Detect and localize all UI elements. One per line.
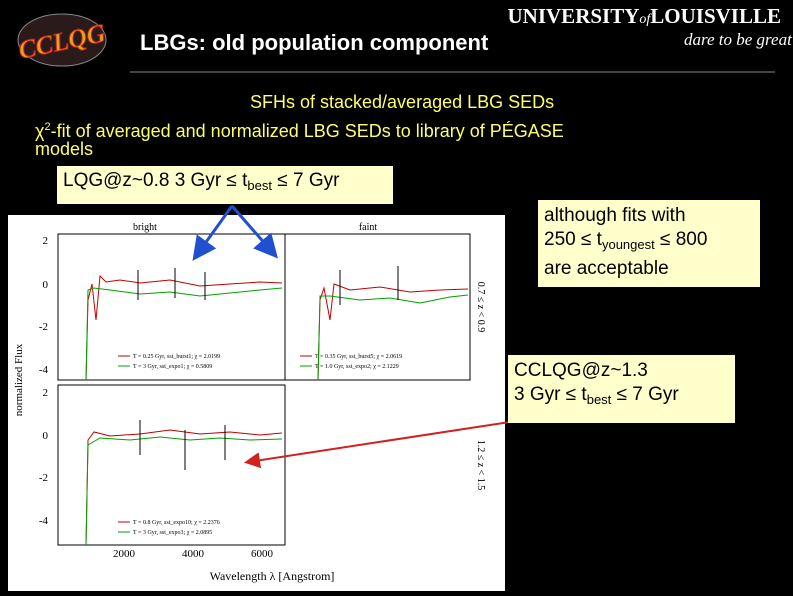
callout: CCLQG@z~1.3 3 Gyr ≤ tbest ≤ 7 Gyr	[508, 355, 735, 423]
y-label: normalized Flux	[13, 343, 25, 416]
intro: χ2-fit of averaged and normalized LBG SE…	[35, 121, 564, 159]
panel-side: 0.7 ≤ z < 0.9	[475, 282, 486, 333]
y-tick: 2	[43, 235, 49, 247]
legend-entry: T = 3 Gyr, sst_expo1; χ = 0.5809	[133, 364, 212, 370]
x-ticks: 2000 4000 6000	[113, 548, 274, 560]
legend-entry: T = 3 Gyr, sst_expo3; χ = 2.0895	[133, 530, 212, 536]
x-label: Wavelength λ [Angstrom]	[210, 569, 335, 583]
tagline: dare to be great	[684, 30, 792, 49]
callout: although fits with 250 ≤ tyoungest ≤ 800…	[538, 200, 760, 287]
error-bars	[137, 266, 399, 470]
y-tick: 2	[43, 387, 49, 399]
panel-frames	[57, 233, 471, 546]
panel-side: 1.2 ≤ z < 1.5	[475, 440, 486, 491]
panel-title: faint	[359, 222, 378, 233]
legend-entry: T = 0.35 Gyr, sst_burst5; χ = 2.0619	[315, 354, 402, 360]
slide-title: LBGs: old population component	[140, 30, 489, 55]
y-tick: -4	[39, 364, 49, 376]
university: UNIVERSITYofLOUISVILLE	[507, 4, 781, 28]
legend-entry: T = 0.8 Gyr, sst_expo10; χ = 2.2376	[133, 520, 220, 526]
arrow	[230, 205, 278, 259]
legends: T = 0.25 Gyr, sst_burst1; χ = 2.0199 T =…	[118, 354, 402, 536]
x-tick: 6000	[251, 548, 274, 560]
arrow	[192, 205, 234, 261]
logo-oval	[17, 13, 107, 67]
x-tick: 2000	[113, 548, 136, 560]
y-ticks: 2 0 -2 -4 2 0 -2 -4	[39, 235, 49, 527]
y-tick: -4	[39, 515, 49, 527]
y-tick: 0	[43, 430, 49, 442]
figure-bg	[8, 215, 505, 591]
x-tick: 4000	[182, 548, 205, 560]
y-tick: -2	[39, 321, 48, 333]
sed-curves	[85, 274, 469, 546]
callout: LQG@z~0.8 3 Gyr ≤ tbest ≤ 7 Gyr	[57, 166, 393, 204]
legend-entry: T = 1.0 Gyr, sst_expo2; χ = 2.1229	[315, 364, 399, 370]
y-tick: 0	[43, 279, 49, 291]
y-tick: -2	[39, 472, 48, 484]
panel-title: bright	[133, 222, 157, 233]
arrow	[244, 421, 511, 469]
heading: SFHs of stacked/averaged LBG SEDs	[250, 92, 555, 112]
legend-entry: T = 0.25 Gyr, sst_burst1; χ = 2.0199	[133, 354, 220, 360]
